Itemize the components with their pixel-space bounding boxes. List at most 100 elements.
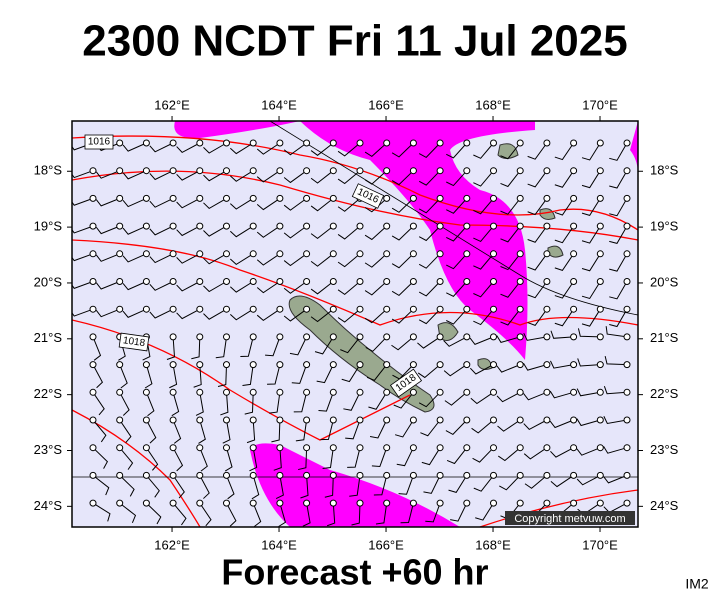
station <box>142 250 150 258</box>
station <box>543 471 551 479</box>
wind-barb <box>149 308 174 319</box>
title: 2300 NCDT Fri 11 Jul 2025 <box>82 17 627 66</box>
wind-barb <box>603 474 628 484</box>
station <box>570 222 578 230</box>
wind-barb <box>314 336 334 355</box>
wind-barb <box>550 447 574 458</box>
wind-barb <box>364 281 388 296</box>
wind-barb <box>149 197 174 208</box>
station <box>409 167 417 175</box>
wind-barb <box>195 392 204 416</box>
wind-barb <box>368 392 388 410</box>
wind-barb <box>423 475 441 494</box>
station <box>463 194 471 202</box>
station <box>516 305 524 313</box>
wind-barb <box>122 281 147 291</box>
station <box>516 250 524 258</box>
wind-barb <box>95 170 120 179</box>
station <box>596 444 604 452</box>
station <box>329 444 337 452</box>
station <box>463 471 471 479</box>
station <box>383 444 391 452</box>
wind-barb <box>364 198 388 213</box>
station <box>169 305 177 313</box>
station <box>596 333 604 341</box>
station <box>329 388 337 396</box>
wind-barb <box>283 253 307 267</box>
station <box>89 333 97 341</box>
graticule-labels: 162°E 162°E 164°E 164°E 166°E 166°E 168°E 168°E… <box>34 97 679 552</box>
wind-barb <box>400 502 414 524</box>
wind-region <box>250 443 460 527</box>
station <box>623 222 631 230</box>
station <box>596 139 604 147</box>
station <box>356 361 364 369</box>
station <box>436 499 444 507</box>
wind-barb <box>249 447 258 472</box>
station <box>490 444 497 452</box>
wind-barb <box>341 364 361 383</box>
station <box>356 471 364 479</box>
station <box>543 305 551 313</box>
station <box>329 194 337 202</box>
wind-barb <box>72 281 94 289</box>
station <box>223 194 230 202</box>
station <box>116 194 124 202</box>
wind-barb <box>554 225 575 244</box>
wind-region <box>174 121 300 139</box>
station <box>543 416 551 424</box>
station <box>570 250 578 258</box>
image-code: IM2 <box>685 576 709 592</box>
station <box>224 528 230 534</box>
station <box>303 167 311 175</box>
wind-barb <box>351 503 361 526</box>
wind-barb <box>242 364 254 386</box>
wind-barb <box>220 392 229 416</box>
wind-barb <box>496 364 521 373</box>
station <box>463 499 471 507</box>
wind-barb <box>283 197 307 211</box>
station <box>463 222 471 230</box>
lat-label: 20°S <box>650 274 679 289</box>
station <box>543 139 551 147</box>
wind-barb <box>473 170 494 187</box>
wind-barb <box>230 170 254 182</box>
lon-label: 164°E <box>261 97 297 112</box>
station <box>596 499 604 507</box>
wind-barb <box>581 308 601 327</box>
station <box>409 499 417 507</box>
station <box>543 499 551 507</box>
station <box>276 361 284 369</box>
wind-barb <box>554 281 575 299</box>
station <box>623 250 631 258</box>
wind-barb <box>92 336 102 361</box>
wind-barb <box>527 198 548 216</box>
wind-barb <box>499 475 521 491</box>
station <box>623 361 631 369</box>
wind-barb <box>364 170 388 185</box>
wind-barb <box>576 418 601 427</box>
station <box>303 250 311 258</box>
station <box>249 416 257 424</box>
wind-barb <box>609 198 628 217</box>
wind-barb <box>146 502 162 525</box>
station <box>409 194 417 202</box>
wind-barb <box>310 225 334 240</box>
station <box>596 305 604 313</box>
station <box>383 499 391 507</box>
wind-barb <box>418 308 441 325</box>
station <box>490 361 497 369</box>
wind-barb <box>224 447 233 472</box>
station <box>436 139 444 147</box>
wind-barb <box>222 419 231 444</box>
station <box>356 222 364 230</box>
wind-barb <box>176 170 201 181</box>
wind-barb <box>418 253 441 269</box>
wind-barb <box>176 281 201 292</box>
wind-barb <box>227 531 238 554</box>
station <box>277 528 283 534</box>
station <box>196 471 204 479</box>
station <box>623 499 631 507</box>
wind-barb <box>149 281 174 291</box>
station <box>383 278 391 285</box>
